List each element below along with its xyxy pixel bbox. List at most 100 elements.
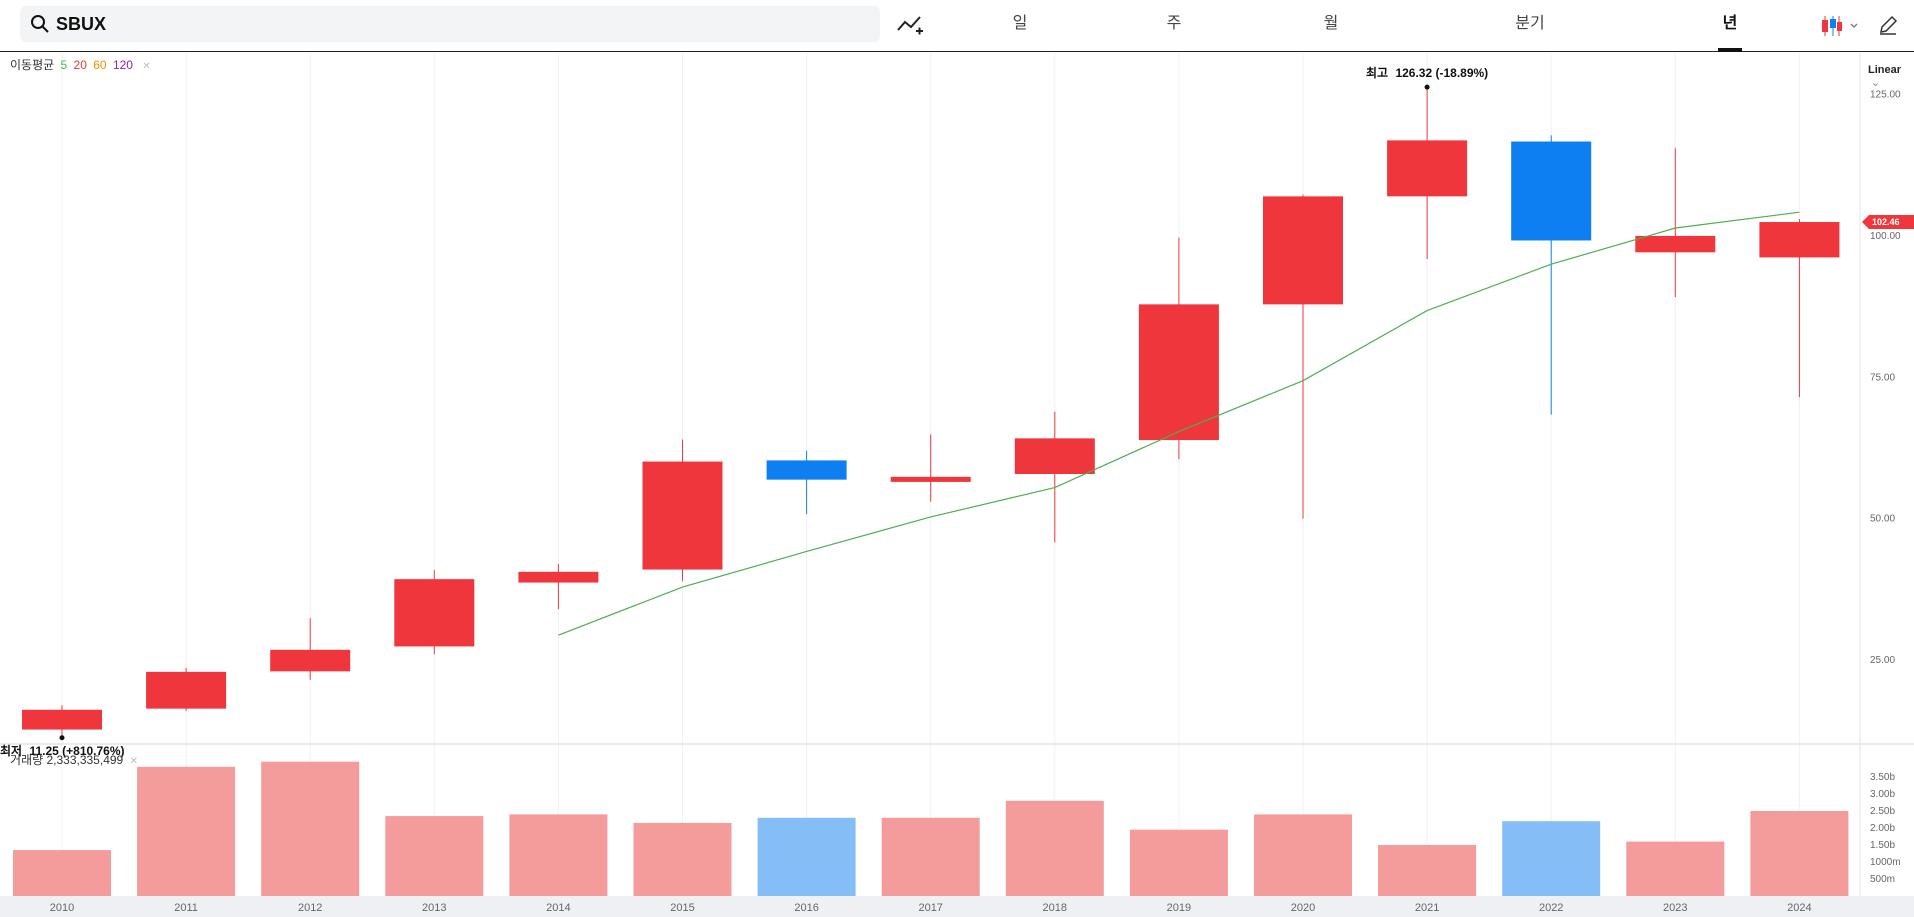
volume-bar xyxy=(1750,811,1849,896)
ma5-line xyxy=(558,211,1800,636)
last-price-label: 102.46 xyxy=(1872,217,1900,227)
volume-tick-label: 500m xyxy=(1870,874,1895,885)
volume-bar xyxy=(1502,821,1601,896)
volume-bar xyxy=(1129,829,1228,896)
candle-body xyxy=(394,579,475,647)
low-marker xyxy=(59,735,65,741)
candle-body xyxy=(1387,140,1468,197)
time-axis-band xyxy=(0,896,1914,917)
candle-body xyxy=(1511,141,1592,241)
candle-body xyxy=(1138,304,1219,441)
volume-tick-label: 2.50b xyxy=(1870,806,1895,817)
volume-legend-value: 2,333,335,499 xyxy=(46,753,124,767)
high-annotation: 최고 126.32 (-18.89%) xyxy=(1366,65,1488,90)
volume-bar xyxy=(1254,814,1352,896)
axes: 125.00 100.00 75.00 50.00 25.00 3.50b 3.00b 2.5… xyxy=(50,90,1901,914)
volume-bar xyxy=(633,822,732,896)
tab-month[interactable]: 월 xyxy=(1323,15,1339,32)
tab-day[interactable]: 일 xyxy=(1012,15,1028,32)
year-tick-label: 2011 xyxy=(174,902,198,914)
close-icon[interactable]: ✕ xyxy=(142,61,151,72)
price-tick-label: 125.00 xyxy=(1870,90,1901,101)
candle-body xyxy=(270,649,351,672)
high-marker xyxy=(1424,84,1430,90)
ma-period-20: 20 xyxy=(73,58,87,72)
candle-body xyxy=(890,476,971,482)
high-annotation-title: 최고 xyxy=(1366,65,1388,80)
low-annotation-label: 최저 11.25 (+810.76%) xyxy=(0,743,125,758)
year-tick-label: 2021 xyxy=(1415,902,1439,914)
price-tick-label: 25.00 xyxy=(1870,655,1895,666)
volume-bar xyxy=(757,817,856,896)
candlestick-icon[interactable] xyxy=(1820,14,1860,38)
volume-bar xyxy=(1378,845,1477,896)
chevron-down-icon: ⌄ xyxy=(1871,77,1881,89)
volume-legend-label: 거래량 xyxy=(10,753,44,767)
last-price-badge-shape xyxy=(1862,215,1914,230)
toolbar: SBUX 일 주 월 분기 년 xyxy=(0,0,1914,52)
add-indicator-icon[interactable] xyxy=(896,12,924,38)
year-tick-label: 2022 xyxy=(1539,902,1563,914)
tab-year[interactable]: 년 xyxy=(1722,15,1738,32)
year-tick-label: 2012 xyxy=(298,902,322,914)
search-icon xyxy=(31,15,49,33)
volume-bar xyxy=(1626,841,1725,896)
volume-legend: 거래량 2,333,335,499 ✕ xyxy=(10,753,138,769)
year-tick-label: 2014 xyxy=(546,902,570,914)
candle-body xyxy=(766,460,847,480)
candles xyxy=(22,87,1840,738)
search-box[interactable]: SBUX xyxy=(20,6,880,42)
year-tick-label: 2024 xyxy=(1787,902,1811,914)
price-tick-label: 75.00 xyxy=(1870,372,1895,383)
ma-period-5: 5 xyxy=(60,58,68,72)
ma-legend-label: 이동평균 xyxy=(10,58,55,72)
year-tick-label: 2020 xyxy=(1291,902,1315,914)
volume-tick-label: 1000m xyxy=(1870,857,1901,868)
year-tick-label: 2015 xyxy=(670,902,694,914)
active-tab-indicator xyxy=(1718,48,1742,52)
volume-bar xyxy=(1005,800,1104,896)
low-annotation-value: 11.25 (+810.76%) xyxy=(29,744,124,758)
low-annotation: 최저 11.25 (+810.76%) xyxy=(0,735,125,758)
year-tick-label: 2016 xyxy=(794,902,818,914)
volume-bars xyxy=(13,761,1849,896)
candle-body xyxy=(1014,438,1095,474)
grid xyxy=(0,53,1914,917)
ma-period-120: 120 xyxy=(112,58,133,72)
candle-body xyxy=(1635,235,1716,253)
high-annotation-label: 최고 126.32 (-18.89%) xyxy=(1366,65,1488,80)
price-tick-label: 50.00 xyxy=(1870,514,1895,525)
volume-tick-label: 3.50b xyxy=(1870,772,1895,783)
last-price-badge: 102.46 xyxy=(1862,215,1914,230)
pencil-icon[interactable] xyxy=(1877,14,1899,36)
search-input[interactable]: SBUX xyxy=(56,14,107,34)
volume-tick-label: 3.00b xyxy=(1870,789,1895,800)
year-tick-label: 2018 xyxy=(1043,902,1067,914)
ma-period-60: 60 xyxy=(93,58,107,72)
price-tick-label: 100.00 xyxy=(1870,231,1901,242)
moving-average-legend: 이동평균 5 20 60 120 ✕ xyxy=(10,58,154,74)
scale-label: Linear xyxy=(1868,64,1902,76)
volume-tick-label: 2.00b xyxy=(1870,823,1895,834)
low-annotation-title: 최저 xyxy=(0,743,22,758)
volume-bar xyxy=(261,761,360,896)
volume-bar xyxy=(881,817,980,896)
scale-toggle[interactable]: Linear ⌄ xyxy=(1868,64,1914,89)
volume-bar xyxy=(509,814,608,896)
high-annotation-value: 126.32 (-18.89%) xyxy=(1395,66,1488,80)
year-tick-label: 2023 xyxy=(1663,902,1687,914)
candle-body xyxy=(1263,196,1343,305)
candle-body xyxy=(642,461,723,570)
candle-body xyxy=(518,571,599,583)
year-tick-label: 2019 xyxy=(1167,902,1191,914)
tab-quarter[interactable]: 분기 xyxy=(1515,15,1545,32)
volume-bar xyxy=(385,816,484,896)
candle-body xyxy=(146,671,227,709)
year-tick-label: 2010 xyxy=(50,902,74,914)
volume-bar xyxy=(137,766,236,896)
candle-body xyxy=(22,709,102,730)
volume-tick-label: 1.50b xyxy=(1870,840,1895,851)
close-icon[interactable]: ✕ xyxy=(129,756,138,767)
tab-week[interactable]: 주 xyxy=(1166,15,1182,32)
